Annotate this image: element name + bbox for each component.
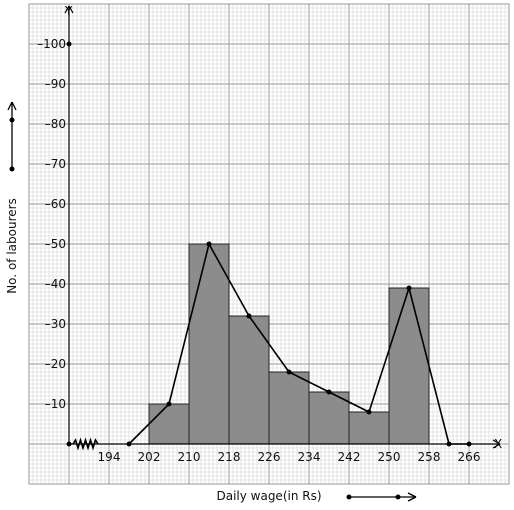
x-tick-label: 266 [458, 450, 481, 464]
y-tick-label: –80 [45, 117, 66, 131]
x-tick-label: 250 [378, 450, 401, 464]
origin-dot [66, 441, 72, 447]
polygon-point [126, 441, 132, 447]
y-axis-letter: Y [64, 4, 73, 18]
grid-border [28, 3, 510, 485]
bar [148, 403, 190, 445]
polygon-point [286, 369, 292, 375]
y-tick-label: –40 [45, 277, 66, 291]
polygon-point [326, 389, 332, 395]
polygon-point [466, 441, 472, 447]
axis-break-zigzag [72, 437, 99, 451]
bar [188, 243, 230, 445]
y-tick-label: –20 [45, 357, 66, 371]
y-tick-label: –100 [37, 37, 66, 51]
bar [348, 411, 390, 445]
x-axis-arrowhead [492, 439, 501, 449]
polygon-point [366, 409, 372, 415]
polygon-point [246, 313, 252, 319]
y-axis-arrowhead [64, 5, 74, 14]
y-tick-label: –50 [45, 237, 66, 251]
frequency-polygon [126, 241, 472, 447]
polygon-point [446, 441, 452, 447]
y-direction-dot [9, 117, 15, 123]
y-tick-label: –10 [45, 397, 66, 411]
x-tick-label: 258 [418, 450, 441, 464]
tick-labels: 194 202 210 218 226 234 242 250 258 266 –10 –20 –30 –… [37, 37, 480, 464]
bar [388, 287, 430, 445]
x-axis-letter: X [494, 437, 502, 451]
polygon-point [406, 285, 412, 291]
y-direction-dot [9, 166, 15, 172]
x-tick-label: 194 [98, 450, 121, 464]
y-direction-arrowhead [7, 101, 17, 111]
y-axis-top-dot [66, 41, 72, 47]
y-tick-label: –90 [45, 77, 66, 91]
x-direction-dot [346, 494, 352, 500]
x-direction-arrowhead [407, 492, 417, 502]
x-tick-label: 226 [258, 450, 281, 464]
axis-titles: No. of labourers Daily wage(in Rs) X Y [5, 4, 502, 503]
y-tick-label: –30 [45, 317, 66, 331]
x-tick-label: 202 [138, 450, 161, 464]
polygon-point [206, 241, 212, 247]
x-tick-label: 234 [298, 450, 321, 464]
x-tick-label: 210 [178, 450, 201, 464]
direction-arrows [7, 101, 417, 502]
polygon-point [166, 401, 172, 407]
bar [268, 371, 310, 445]
y-tick-label: –60 [45, 197, 66, 211]
axes [64, 5, 501, 451]
y-axis-title: No. of labourers [5, 198, 19, 294]
histogram-bars [148, 243, 430, 445]
polygon-line [128, 243, 469, 445]
x-axis-title: Daily wage(in Rs) [216, 489, 321, 503]
y-tick-label: –70 [45, 157, 66, 171]
x-tick-label: 218 [218, 450, 241, 464]
x-direction-dot [395, 494, 401, 500]
x-tick-label: 242 [338, 450, 361, 464]
